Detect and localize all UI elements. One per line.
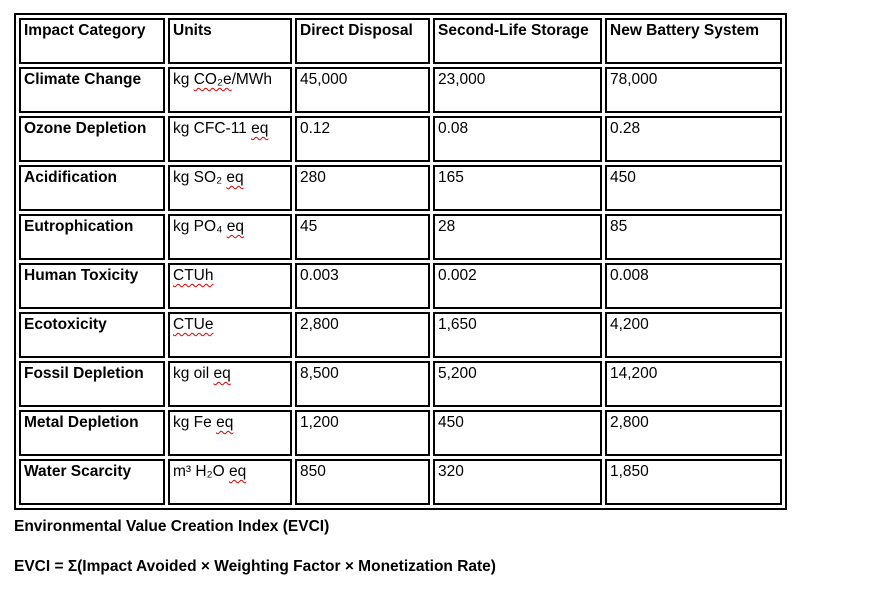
impact-category-cell: Eutrophication	[19, 214, 165, 260]
new-battery-system-cell: 0.008	[605, 263, 782, 309]
impact-category-cell: Water Scarcity	[19, 459, 165, 505]
impact-category-cell: Ecotoxicity	[19, 312, 165, 358]
column-header-direct-disposal: Direct Disposal	[295, 18, 430, 64]
unit-misspelled-text: eq	[226, 169, 244, 186]
second-life-storage-cell: 0.08	[433, 116, 602, 162]
document-page: Impact Category Units Direct Disposal Se…	[14, 13, 787, 575]
direct-disposal-cell: 850	[295, 459, 430, 505]
direct-disposal-cell: 280	[295, 165, 430, 211]
new-battery-system-cell: 4,200	[605, 312, 782, 358]
direct-disposal-cell: 2,800	[295, 312, 430, 358]
table-row-climate-change: Climate Change kg CO₂e/MWh 45,000 23,000…	[19, 67, 782, 113]
table-row-ecotoxicity: Ecotoxicity CTUe 2,800 1,650 4,200	[19, 312, 782, 358]
units-cell: m³ H₂O eq	[168, 459, 292, 505]
evci-title: Environmental Value Creation Index (EVCI…	[14, 518, 330, 535]
unit-misspelled-text: eq	[226, 218, 244, 235]
new-battery-system-cell: 2,800	[605, 410, 782, 456]
unit-text: kg PO₄	[173, 218, 227, 235]
new-battery-system-cell: 450	[605, 165, 782, 211]
second-life-storage-cell: 0.002	[433, 263, 602, 309]
impact-category-cell: Metal Depletion	[19, 410, 165, 456]
unit-text: m³ H₂O	[173, 463, 229, 480]
unit-text: kg	[173, 71, 194, 88]
unit-text: kg SO₂	[173, 169, 227, 186]
new-battery-system-cell: 78,000	[605, 67, 782, 113]
column-header-units: Units	[168, 18, 292, 64]
table-row-water-scarcity: Water Scarcity m³ H₂O eq 850 320 1,850	[19, 459, 782, 505]
impact-category-cell: Human Toxicity	[19, 263, 165, 309]
unit-text: kg Fe	[173, 414, 217, 431]
column-header-new-battery-system: New Battery System	[605, 18, 782, 64]
new-battery-system-cell: 85	[605, 214, 782, 260]
second-life-storage-cell: 450	[433, 410, 602, 456]
unit-text: /MWh	[231, 71, 273, 88]
direct-disposal-cell: 0.003	[295, 263, 430, 309]
direct-disposal-cell: 45	[295, 214, 430, 260]
table-row-acidification: Acidification kg SO₂ eq 280 165 450	[19, 165, 782, 211]
unit-misspelled-text: eq	[251, 120, 269, 137]
units-cell: CTUh	[168, 263, 292, 309]
unit-text: kg oil	[173, 365, 214, 382]
units-cell: kg CO₂e/MWh	[168, 67, 292, 113]
unit-misspelled-text: eq	[213, 365, 231, 382]
table-row-eutrophication: Eutrophication kg PO₄ eq 45 28 85	[19, 214, 782, 260]
direct-disposal-cell: 0.12	[295, 116, 430, 162]
table-row-ozone-depletion: Ozone Depletion kg CFC-11 eq 0.12 0.08 0…	[19, 116, 782, 162]
direct-disposal-cell: 1,200	[295, 410, 430, 456]
unit-text: kg CFC-11	[173, 120, 252, 137]
header-row: Impact Category Units Direct Disposal Se…	[19, 18, 782, 64]
table-row-fossil-depletion: Fossil Depletion kg oil eq 8,500 5,200 1…	[19, 361, 782, 407]
units-cell: kg SO₂ eq	[168, 165, 292, 211]
units-cell: kg CFC-11 eq	[168, 116, 292, 162]
unit-misspelled-text: CTUh	[173, 267, 214, 284]
impact-category-cell: Fossil Depletion	[19, 361, 165, 407]
table-row-human-toxicity: Human Toxicity CTUh 0.003 0.002 0.008	[19, 263, 782, 309]
lca-impact-table: Impact Category Units Direct Disposal Se…	[14, 13, 787, 510]
impact-category-cell: Acidification	[19, 165, 165, 211]
table-row-metal-depletion: Metal Depletion kg Fe eq 1,200 450 2,800	[19, 410, 782, 456]
unit-misspelled-text: eq	[228, 463, 247, 480]
second-life-storage-cell: 5,200	[433, 361, 602, 407]
second-life-storage-cell: 320	[433, 459, 602, 505]
direct-disposal-cell: 8,500	[295, 361, 430, 407]
units-cell: kg oil eq	[168, 361, 292, 407]
second-life-storage-cell: 23,000	[433, 67, 602, 113]
unit-misspelled-text: eq	[216, 414, 234, 431]
new-battery-system-cell: 14,200	[605, 361, 782, 407]
column-header-impact-category: Impact Category	[19, 18, 165, 64]
new-battery-system-cell: 0.28	[605, 116, 782, 162]
impact-category-cell: Ozone Depletion	[19, 116, 165, 162]
second-life-storage-cell: 1,650	[433, 312, 602, 358]
impact-category-cell: Climate Change	[19, 67, 165, 113]
evci-formula: EVCI = Σ(Impact Avoided × Weighting Fact…	[14, 558, 496, 575]
units-cell: kg PO₄ eq	[168, 214, 292, 260]
second-life-storage-cell: 165	[433, 165, 602, 211]
new-battery-system-cell: 1,850	[605, 459, 782, 505]
unit-misspelled-text: CO₂e	[193, 71, 232, 88]
column-header-second-life-storage: Second-Life Storage	[433, 18, 602, 64]
direct-disposal-cell: 45,000	[295, 67, 430, 113]
units-cell: CTUe	[168, 312, 292, 358]
second-life-storage-cell: 28	[433, 214, 602, 260]
units-cell: kg Fe eq	[168, 410, 292, 456]
unit-misspelled-text: CTUe	[173, 316, 214, 333]
